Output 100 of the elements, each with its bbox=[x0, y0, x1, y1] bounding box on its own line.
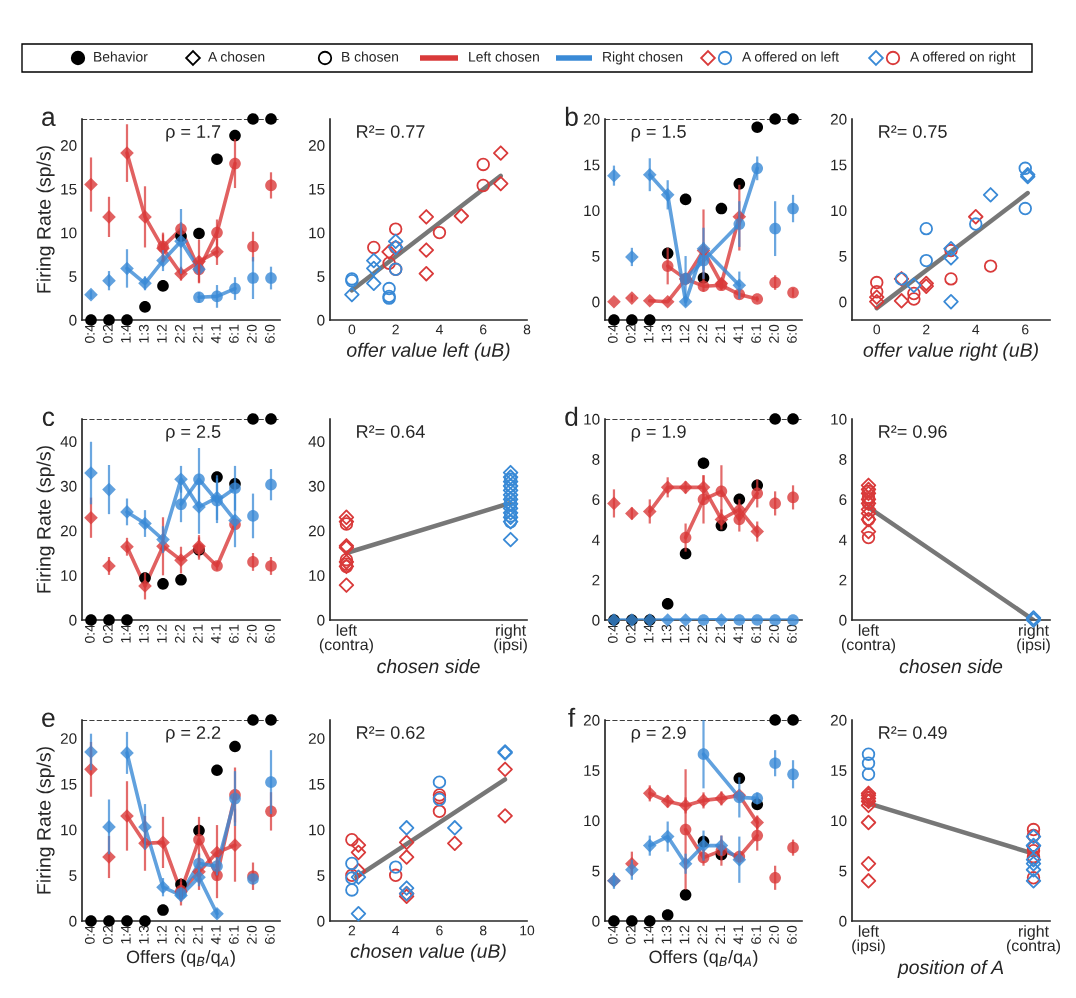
x-tick-label: 6:0 bbox=[264, 624, 275, 643]
y-tick-label: 10 bbox=[584, 815, 600, 827]
x-tick-label: 1:4 bbox=[643, 925, 654, 944]
x-tick-label: 6 bbox=[436, 925, 443, 936]
y-tick-label: 5 bbox=[317, 870, 325, 881]
x-tick-label: 2:2 bbox=[174, 624, 185, 643]
annotation: R²= 0.62 bbox=[357, 726, 425, 739]
y-tick-label: 5 bbox=[317, 271, 325, 282]
y-tick-label: 15 bbox=[584, 159, 600, 171]
x-tick-label: 2:1 bbox=[715, 925, 725, 944]
x-tick-label: 0:2 bbox=[625, 624, 636, 643]
x-tick-label: 1:4 bbox=[121, 925, 131, 944]
x-tick-label: 1:3 bbox=[661, 925, 672, 944]
y-tick-label: 20 bbox=[308, 733, 325, 744]
x-tick-label: 2:1 bbox=[715, 324, 725, 343]
text: Left chosen bbox=[469, 51, 539, 62]
x-tick-label: 6:0 bbox=[786, 324, 797, 343]
x-tick-label: 6:1 bbox=[751, 324, 761, 343]
x-tick-label: 2:1 bbox=[192, 624, 203, 643]
chart-title: b bbox=[565, 106, 578, 127]
x-tick-label: 1:2 bbox=[156, 925, 167, 944]
y-tick-label: 10 bbox=[309, 570, 325, 582]
annotation: R²= 0.64 bbox=[357, 425, 425, 438]
x-tick-label: 1:3 bbox=[661, 324, 672, 343]
x-tick-label: 2:0 bbox=[246, 925, 257, 944]
y-tick-label: 40 bbox=[308, 436, 325, 448]
x-tick-label: left (ipsi) bbox=[852, 925, 885, 955]
text: Right chosen bbox=[603, 51, 683, 65]
y-tick-label: 0 bbox=[69, 314, 77, 326]
x-tick-label: 0:4 bbox=[607, 925, 618, 944]
text: A offered on left bbox=[742, 51, 839, 62]
y-tick-label: 4 bbox=[591, 534, 600, 546]
y-tick-label: 40 bbox=[60, 436, 77, 448]
x-tick-label: 2:0 bbox=[246, 624, 257, 643]
x-tick-label: 1:3 bbox=[138, 624, 149, 643]
x-tick-label: 0:2 bbox=[625, 324, 636, 343]
y-tick-label: 20 bbox=[830, 714, 847, 726]
x-tick-label: 4:1 bbox=[211, 925, 221, 945]
y-tick-label: 15 bbox=[61, 183, 77, 195]
y-tick-label: 10 bbox=[831, 815, 847, 827]
annotation: R²= 0.49 bbox=[879, 726, 947, 739]
x-tick-label: 0 bbox=[348, 324, 356, 335]
y-tick-label: 20 bbox=[60, 525, 77, 537]
y-tick-label: 0 bbox=[592, 915, 600, 927]
y-tick-label: 15 bbox=[831, 765, 847, 776]
y-tick-label: 0 bbox=[592, 614, 600, 626]
chart-title: f bbox=[568, 707, 576, 727]
x-tick-label: 1:4 bbox=[643, 324, 654, 343]
y-tick-label: 10 bbox=[61, 227, 77, 239]
x-tick-label: 6:0 bbox=[264, 324, 275, 343]
x-axis-title: Offers (q$_{B}$/q$_{A}$) bbox=[649, 950, 758, 967]
chart-title: a bbox=[42, 111, 56, 127]
x-tick-label: 4:1 bbox=[733, 925, 743, 945]
x-axis-title: chosen side bbox=[377, 658, 480, 674]
x-tick-label: 2:2 bbox=[174, 324, 185, 343]
y-tick-label: 10 bbox=[584, 205, 600, 217]
annotation: ρ = 1.5 bbox=[631, 125, 686, 142]
x-tick-label: 1:3 bbox=[138, 925, 149, 944]
x-axis-title: chosen value (uB) bbox=[350, 943, 506, 962]
annotation: ρ = 1.7 bbox=[166, 125, 221, 142]
x-tick-label: 2:0 bbox=[769, 324, 779, 343]
x-axis-title: chosen side bbox=[899, 658, 1003, 674]
x-tick-label: 2:1 bbox=[715, 624, 725, 643]
y-tick-label: 6 bbox=[592, 494, 600, 506]
x-tick-label: 1:4 bbox=[121, 624, 131, 643]
x-tick-label: 0:4 bbox=[607, 624, 618, 643]
y-tick-label: 8 bbox=[592, 454, 600, 465]
y-tick-label: 10 bbox=[309, 227, 325, 239]
x-tick-label: 1:3 bbox=[661, 624, 672, 643]
x-tick-label: right (ipsi) bbox=[1017, 624, 1050, 654]
x-tick-label: 6:0 bbox=[264, 925, 275, 944]
y-axis-title: Firing Rate (sp/s) bbox=[36, 446, 55, 593]
y-tick-label: 0 bbox=[839, 915, 847, 927]
x-tick-label: 4:1 bbox=[211, 324, 221, 344]
text: A offered on right bbox=[910, 51, 1016, 65]
y-tick-label: 30 bbox=[60, 480, 77, 492]
chart-title: c bbox=[42, 411, 55, 427]
y-tick-label: 0 bbox=[839, 614, 847, 626]
y-tick-label: 0 bbox=[317, 915, 325, 927]
y-axis-title: Firing Rate (sp/s) bbox=[36, 146, 55, 293]
text: A chosen bbox=[208, 51, 265, 62]
y-tick-label: 20 bbox=[308, 140, 325, 151]
x-tick-label: 6 bbox=[1022, 324, 1029, 335]
x-tick-label: 2:0 bbox=[769, 925, 779, 944]
y-tick-label: 10 bbox=[61, 570, 77, 582]
x-tick-label: 1:4 bbox=[643, 624, 654, 643]
x-tick-label: 4 bbox=[392, 925, 400, 936]
x-tick-label: 10 bbox=[520, 925, 535, 936]
x-tick-label: 4:1 bbox=[211, 624, 221, 644]
y-tick-label: 15 bbox=[61, 778, 77, 790]
text: B chosen bbox=[342, 51, 399, 62]
x-tick-label: 8 bbox=[523, 324, 531, 335]
y-tick-label: 10 bbox=[831, 413, 847, 425]
x-tick-label: 4 bbox=[972, 324, 980, 335]
x-tick-label: 6:0 bbox=[786, 925, 797, 944]
x-tick-label: 6:0 bbox=[786, 624, 797, 643]
chart-title: e bbox=[42, 712, 55, 728]
annotation: ρ = 2.9 bbox=[631, 726, 686, 743]
x-tick-label: 2:0 bbox=[246, 324, 257, 343]
y-tick-label: 6 bbox=[839, 494, 847, 506]
